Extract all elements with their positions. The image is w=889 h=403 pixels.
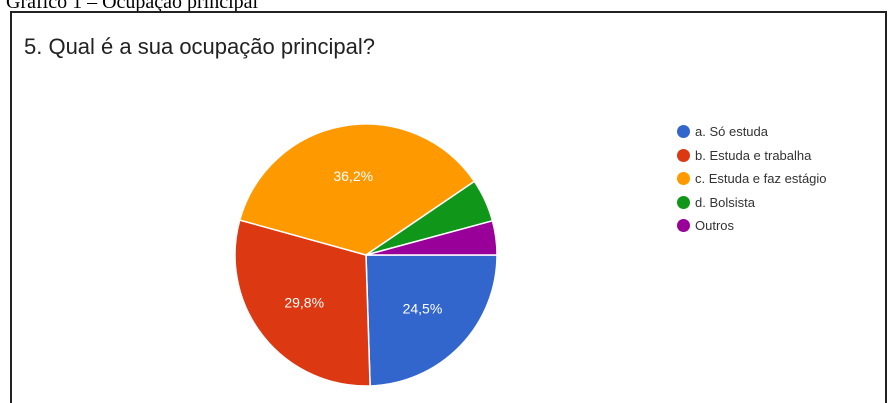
legend-swatch-3: [677, 172, 690, 186]
legend-item-1[interactable]: a. Só estuda: [677, 120, 827, 144]
legend-item-2[interactable]: b. Estuda e trabalha: [677, 144, 827, 168]
pie-slice-2[interactable]: [234, 219, 371, 387]
legend-item-4[interactable]: d. Bolsista: [677, 191, 827, 215]
pie-slice-3[interactable]: [238, 123, 476, 256]
legend-label-2: b. Estuda e trabalha: [695, 147, 812, 163]
legend-label-5: Outros: [695, 218, 735, 234]
chart-legend: a. Só estuda b. Estuda e trabalha c. Estud…: [677, 120, 827, 238]
slice-data-label-1: 24,5%: [403, 300, 443, 316]
legend-swatch-5: [677, 219, 690, 233]
slice-data-label-2: 29,8%: [284, 294, 324, 310]
legend-swatch-4: [677, 195, 690, 209]
pie-slice-1[interactable]: [365, 254, 498, 387]
legend-label-3: c. Estuda e faz estágio: [695, 171, 827, 187]
slice-data-label-3: 36,2%: [333, 168, 373, 184]
figure-caption: Gráfico 1 – Ocupação principal: [6, 0, 259, 13]
legend-item-3[interactable]: c. Estuda e faz estágio: [677, 167, 827, 191]
legend-item-5[interactable]: Outros: [677, 214, 827, 238]
pie-slice-5[interactable]: [365, 219, 498, 256]
legend-label-1: a. Só estuda: [695, 124, 768, 140]
legend-swatch-2: [677, 148, 690, 162]
legend-swatch-1: [677, 125, 690, 139]
chart-title: 5. Qual é a sua ocupação principal?: [24, 34, 376, 59]
legend-label-4: d. Bolsista: [695, 194, 755, 210]
